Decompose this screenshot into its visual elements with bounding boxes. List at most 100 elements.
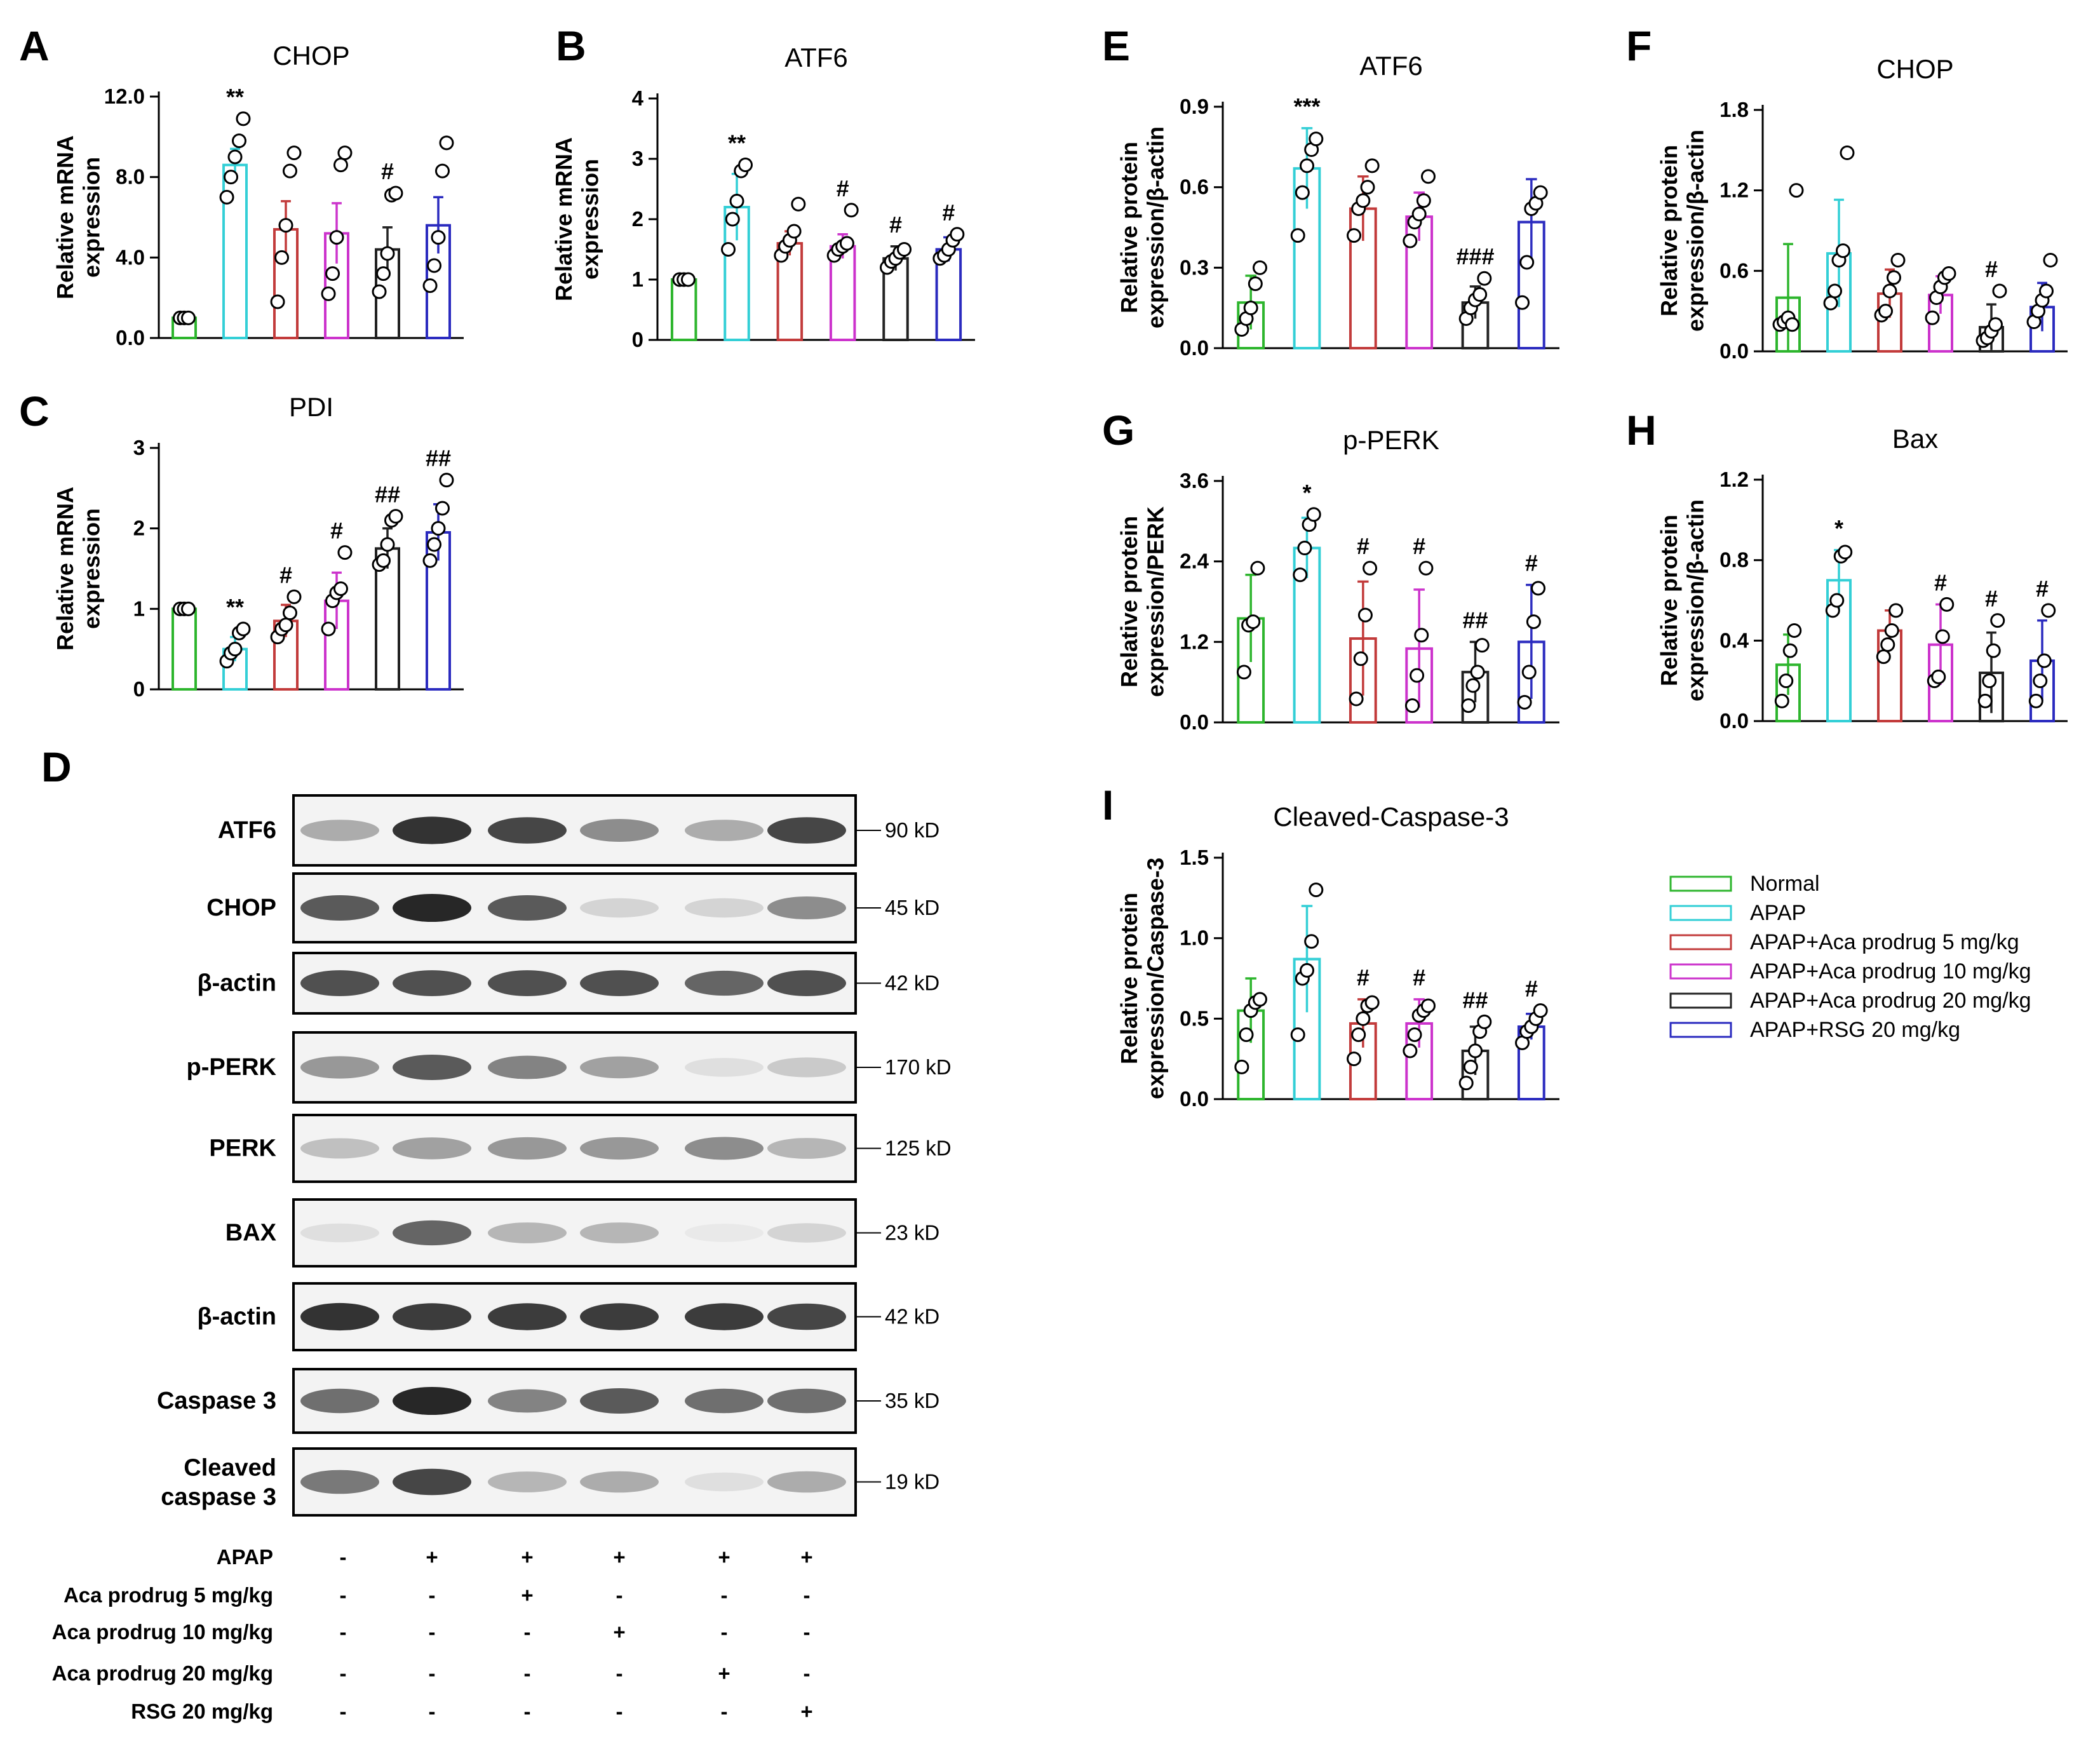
protein-band xyxy=(685,1303,764,1330)
data-point xyxy=(1243,301,1258,316)
treatment-row: Aca prodrug 5 mg/kg - - + - - - xyxy=(64,1583,811,1607)
treatment-sign: + xyxy=(718,1545,730,1569)
y-axis-label-line: expression/Caspase-3 xyxy=(1143,858,1169,1099)
significance-marker: * xyxy=(1302,480,1311,506)
y-axis-label-line: Relative protein xyxy=(1116,142,1142,313)
treatment-sign: - xyxy=(721,1700,728,1723)
treatment-label: Aca prodrug 10 mg/kg xyxy=(52,1620,273,1644)
data-point xyxy=(1356,193,1371,208)
data-point xyxy=(180,601,196,616)
panel-letter: G xyxy=(1102,407,1134,454)
data-point xyxy=(1878,304,1894,319)
data-point xyxy=(431,521,446,536)
molecular-weight-label: 42 kD xyxy=(885,971,939,995)
treatment-sign: - xyxy=(340,1583,347,1607)
treatment-sign: - xyxy=(524,1661,531,1685)
y-tick-label: 1 xyxy=(632,267,643,291)
chart-title: ATF6 xyxy=(784,43,848,72)
panel-letter: E xyxy=(1102,22,1130,69)
data-point xyxy=(333,158,348,173)
legend-label: Normal xyxy=(1750,872,1820,896)
data-point xyxy=(282,163,297,179)
treatment-sign: - xyxy=(340,1545,347,1569)
protein-band xyxy=(488,895,567,921)
chart-title: p-PERK xyxy=(1343,425,1439,455)
data-point xyxy=(278,218,293,233)
data-point xyxy=(1925,310,1940,325)
treatment-sign: - xyxy=(429,1583,436,1607)
data-point xyxy=(1360,180,1375,195)
data-point xyxy=(1774,693,1789,708)
blot-row-label: β-actin xyxy=(197,970,276,997)
protein-band xyxy=(685,970,764,996)
data-point xyxy=(1531,581,1546,596)
protein-band xyxy=(488,1471,567,1492)
data-point xyxy=(376,266,391,281)
panel-letter: B xyxy=(556,22,586,69)
data-point xyxy=(439,473,454,488)
legend-entry: Normal xyxy=(1669,872,1820,896)
y-axis-label: Relative proteinexpression/PERK xyxy=(1116,506,1168,697)
y-tick-label: 1 xyxy=(133,597,145,620)
data-point xyxy=(1470,665,1485,680)
panel-letter: C xyxy=(19,388,50,435)
protein-band xyxy=(300,1223,379,1243)
data-point xyxy=(1246,614,1261,630)
data-point xyxy=(1977,693,1993,708)
y-axis-label-line: expression/β-actin xyxy=(1683,130,1709,332)
y-tick-label: 4.0 xyxy=(116,245,145,269)
data-point xyxy=(1829,593,1845,608)
y-tick-label: 0.6 xyxy=(1720,259,1749,282)
blot-row-label: CHOP xyxy=(206,895,276,921)
treatment-sign: + xyxy=(613,1620,625,1644)
data-point xyxy=(1411,206,1427,222)
bar xyxy=(172,607,197,691)
data-point xyxy=(388,186,403,201)
y-tick-label: 0.9 xyxy=(1180,95,1209,118)
data-point xyxy=(1884,623,1899,638)
significance-marker: ### xyxy=(1456,243,1494,269)
legend-entry: APAP+Aca prodrug 10 mg/kg xyxy=(1669,959,2031,984)
data-point xyxy=(1935,629,1950,644)
data-point xyxy=(1418,560,1434,576)
data-point xyxy=(1420,998,1436,1013)
panel-letter: F xyxy=(1626,22,1652,69)
y-axis-label-line: expression xyxy=(79,157,105,278)
data-point xyxy=(1349,691,1364,706)
data-point xyxy=(286,145,302,161)
data-point xyxy=(1353,651,1368,666)
y-tick-label: 0.3 xyxy=(1180,255,1209,279)
data-point xyxy=(439,135,454,151)
data-point xyxy=(1309,882,1324,898)
significance-marker: # xyxy=(1985,586,1998,612)
protein-band xyxy=(767,970,846,996)
y-tick-label: 0.0 xyxy=(1180,336,1209,360)
protein-band xyxy=(300,970,379,996)
data-point xyxy=(1468,1043,1483,1058)
protein-band xyxy=(580,1471,659,1493)
data-point xyxy=(1988,317,2003,332)
protein-band xyxy=(300,895,379,921)
data-point xyxy=(337,545,353,560)
molecular-weight-label: 35 kD xyxy=(885,1389,939,1412)
y-tick-label: 2 xyxy=(632,207,643,231)
blot-row-label: BAX xyxy=(225,1220,277,1247)
data-point xyxy=(1347,228,1362,243)
significance-marker: ## xyxy=(1462,987,1488,1013)
molecular-weight-label: 125 kD xyxy=(885,1137,952,1160)
blot-row-label: β-actin xyxy=(197,1304,276,1330)
treatment-label: APAP xyxy=(217,1545,273,1569)
significance-marker: ## xyxy=(1462,607,1488,633)
protein-band xyxy=(300,1302,379,1331)
blot-row: ATF6 90 kD xyxy=(218,794,939,867)
y-tick-label: 4 xyxy=(632,86,644,110)
significance-marker: ## xyxy=(375,482,400,508)
data-point xyxy=(1347,1051,1362,1067)
legend-swatch xyxy=(1669,992,1732,1009)
protein-band xyxy=(767,1471,846,1493)
chart-i: I Cleaved-Caspase-3 Relative proteinexpres… xyxy=(1102,781,1559,1111)
protein-band xyxy=(685,898,764,918)
treatment-sign: - xyxy=(524,1700,531,1723)
